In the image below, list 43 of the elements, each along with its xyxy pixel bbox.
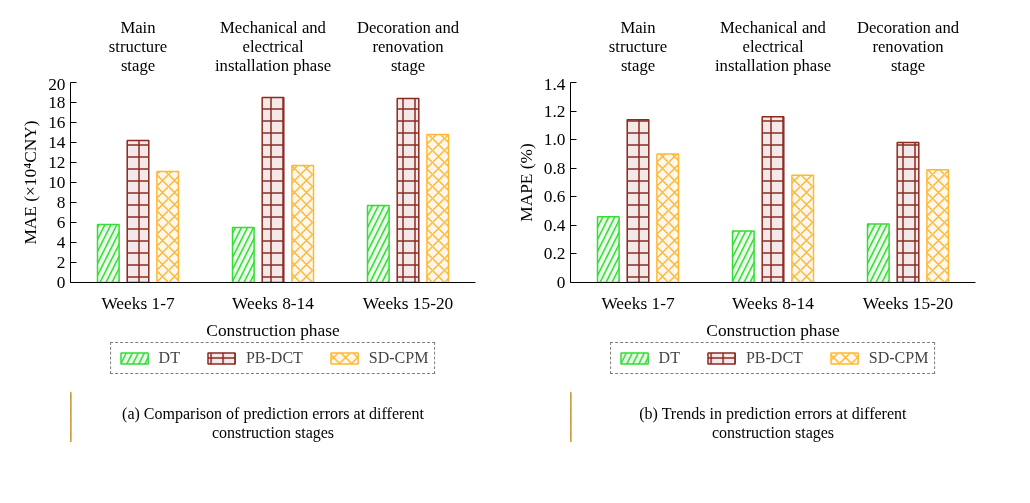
y-tick-label: 1.2: [543, 101, 566, 121]
x-tick-label: Weeks 1-7: [101, 293, 175, 313]
x-tick-label: Weeks 8-14: [232, 293, 315, 313]
x-tick-label: Weeks 15-20: [862, 293, 954, 313]
text: Main structure stage: [108, 17, 168, 75]
text: Mechanical and electrical installation phase: [214, 17, 332, 75]
text: (a) Comparison of prediction errors at different construction stages: [122, 404, 425, 442]
y-tick-label: 1.4: [543, 74, 566, 94]
y-tick-label: 20: [48, 74, 66, 94]
x-axis-title: Construction phase: [206, 320, 340, 340]
y-tick-label: 0: [556, 273, 566, 292]
x-tick-label: Weeks 8-14: [732, 293, 815, 313]
y-tick-label: 2: [56, 253, 66, 272]
legend-label: PB-DCT: [745, 349, 803, 367]
text: Decoration and renovation stage: [856, 17, 960, 75]
text: Main structure stage: [608, 17, 668, 75]
legend-label: SD-CPM: [868, 349, 929, 367]
x-tick-label: Weeks 15-20: [362, 293, 454, 313]
legend-label: DT: [158, 349, 180, 367]
y-tick-label: 18: [48, 93, 66, 112]
y-tick-label: 16: [48, 113, 66, 132]
text: Mechanical and electrical installation phase: [714, 17, 832, 75]
y-tick-label: 0.2: [543, 244, 566, 264]
y-tick-label: 12: [48, 153, 66, 172]
text: (b) Trends in prediction errors at different construction stages: [639, 404, 908, 442]
y-tick-label: 0: [56, 273, 66, 292]
x-tick-label: Weeks 1-7: [601, 293, 675, 313]
y-tick-label: 6: [56, 213, 66, 232]
y-axis-title: MAPE (%): [516, 143, 536, 222]
y-tick-label: 0.4: [543, 215, 566, 235]
y-tick-label: 8: [56, 193, 66, 212]
y-tick-label: 14: [48, 133, 66, 152]
y-tick-label: 0.8: [543, 158, 566, 178]
legend-label: PB-DCT: [245, 349, 303, 367]
y-tick-label: 1.0: [543, 130, 566, 150]
legend-label: DT: [658, 349, 680, 367]
y-axis-title: MAE (×10⁴CNY): [21, 120, 41, 245]
y-tick-label: 0.6: [543, 187, 566, 207]
x-axis-title: Construction phase: [706, 320, 840, 340]
y-tick-label: 4: [56, 233, 66, 252]
y-tick-label: 10: [48, 173, 66, 192]
legend-label: SD-CPM: [368, 349, 429, 367]
text: Decoration and renovation stage: [356, 17, 460, 75]
